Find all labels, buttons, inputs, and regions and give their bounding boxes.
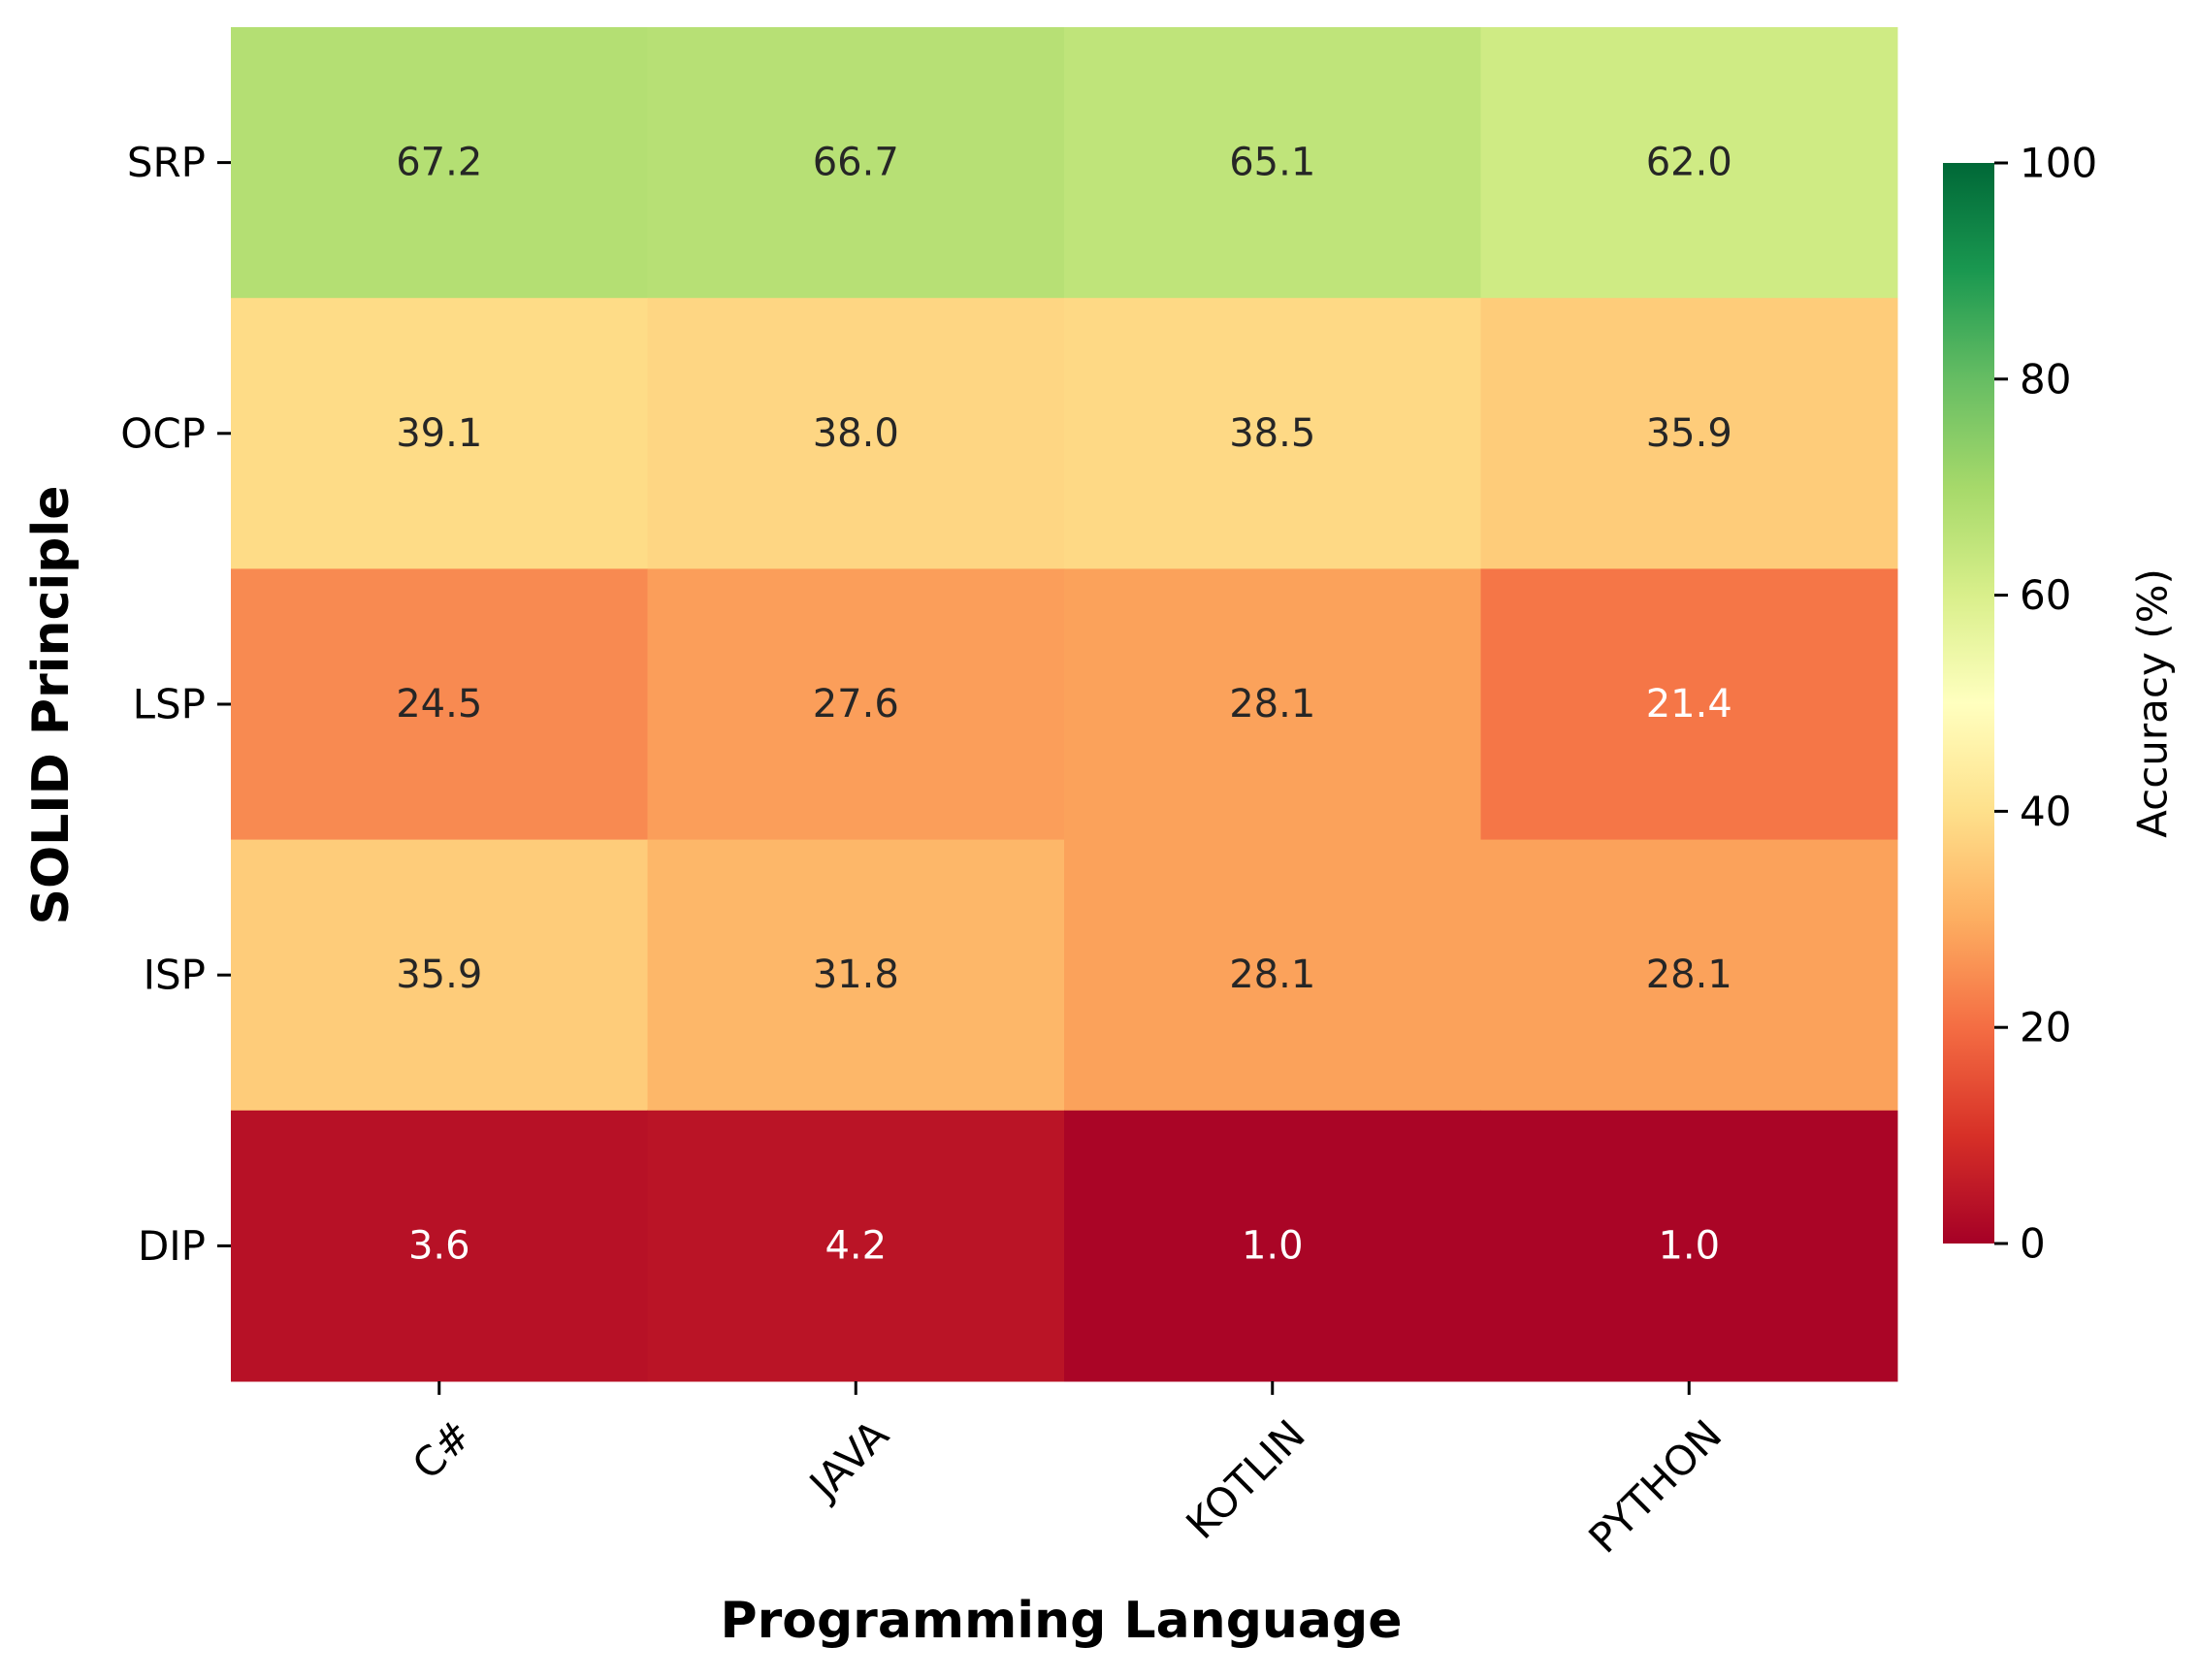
cell-value-label: 31.8 <box>813 953 899 997</box>
heatmap-cells <box>231 27 1898 1382</box>
heatmap-cell <box>647 27 1065 299</box>
cell-value-label: 38.0 <box>813 411 899 456</box>
y-axis-title: SOLID Principle <box>22 486 81 925</box>
y-tick-label: LSP <box>133 681 206 728</box>
colorbar-ticks: 0 20 40 60 80 100 <box>1994 140 2097 1268</box>
cell-value-label: 62.0 <box>1646 141 1732 185</box>
cell-value-label: 4.2 <box>825 1223 887 1268</box>
cell-value-label: 35.9 <box>1646 411 1732 456</box>
y-tick-label: ISP <box>144 952 206 999</box>
heatmap-cell <box>647 839 1065 1112</box>
heatmap-cell <box>231 27 648 299</box>
cell-value-label: 28.1 <box>1646 953 1732 997</box>
colorbar-tick-label: 0 <box>2020 1220 2046 1268</box>
colorbar-tick-label: 20 <box>2020 1004 2071 1051</box>
colorbar-tick-label: 40 <box>2020 788 2071 835</box>
heatmap-cell <box>231 839 648 1112</box>
heatmap-cell <box>1064 839 1481 1112</box>
cell-value-label: 35.9 <box>396 953 482 997</box>
colorbar-tick-label: 60 <box>2020 571 2071 619</box>
heatmap-cell <box>1480 1110 1898 1382</box>
heatmap-cell <box>647 568 1065 841</box>
x-axis-ticks: C# JAVA KOTLIN PYTHON <box>404 1381 1731 1563</box>
colorbar-gradient <box>1943 163 1994 1244</box>
cell-value-label: 66.7 <box>813 141 899 185</box>
heatmap-cell <box>231 1110 648 1382</box>
cell-value-label: 38.5 <box>1229 411 1315 456</box>
cell-value-label: 67.2 <box>396 141 482 185</box>
cell-value-label: 1.0 <box>1242 1223 1304 1268</box>
heatmap-cell <box>1480 839 1898 1112</box>
heatmap-cell <box>1480 298 1898 569</box>
cell-value-label: 65.1 <box>1229 141 1315 185</box>
cell-value-labels: 67.2 66.7 65.1 62.0 39.1 38.0 38.5 35.9 24.5 27.6… <box>396 141 1732 1269</box>
cell-value-label: 24.5 <box>396 682 482 727</box>
heatmap-cell <box>1064 1110 1481 1382</box>
colorbar-tick-label: 100 <box>2020 140 2097 187</box>
colorbar: 0 20 40 60 80 100 Accuracy (%) <box>1943 140 2177 1268</box>
cell-value-label: 21.4 <box>1646 682 1732 727</box>
heatmap-cell <box>231 298 648 569</box>
x-tick-label: KOTLIN <box>1177 1410 1314 1548</box>
colorbar-title: Accuracy (%) <box>2129 568 2177 838</box>
heatmap-cell <box>647 298 1065 569</box>
y-tick-label: DIP <box>138 1222 206 1270</box>
x-tick-label: JAVA <box>798 1410 897 1509</box>
heatmap-cell <box>231 568 648 841</box>
heatmap-cell <box>647 1110 1065 1382</box>
heatmap-cell <box>1480 568 1898 841</box>
cell-value-label: 1.0 <box>1658 1223 1720 1268</box>
x-axis-title: Programming Language <box>720 1592 1402 1650</box>
heatmap-cell <box>1480 27 1898 299</box>
y-axis-ticks: SRP OCP LSP ISP DIP <box>120 139 231 1270</box>
cell-value-label: 28.1 <box>1229 953 1315 997</box>
cell-value-label: 3.6 <box>408 1223 470 1268</box>
colorbar-tick-label: 80 <box>2020 355 2071 403</box>
heatmap-cell <box>1064 298 1481 569</box>
cell-value-label: 28.1 <box>1229 682 1315 727</box>
heatmap-cell <box>1064 27 1481 299</box>
x-tick-label: C# <box>404 1410 481 1488</box>
x-tick-label: PYTHON <box>1579 1410 1731 1562</box>
y-tick-label: SRP <box>127 139 206 186</box>
cell-value-label: 39.1 <box>396 411 482 456</box>
y-tick-label: OCP <box>120 409 206 457</box>
cell-value-label: 27.6 <box>813 682 899 727</box>
heatmap-cell <box>1064 568 1481 841</box>
